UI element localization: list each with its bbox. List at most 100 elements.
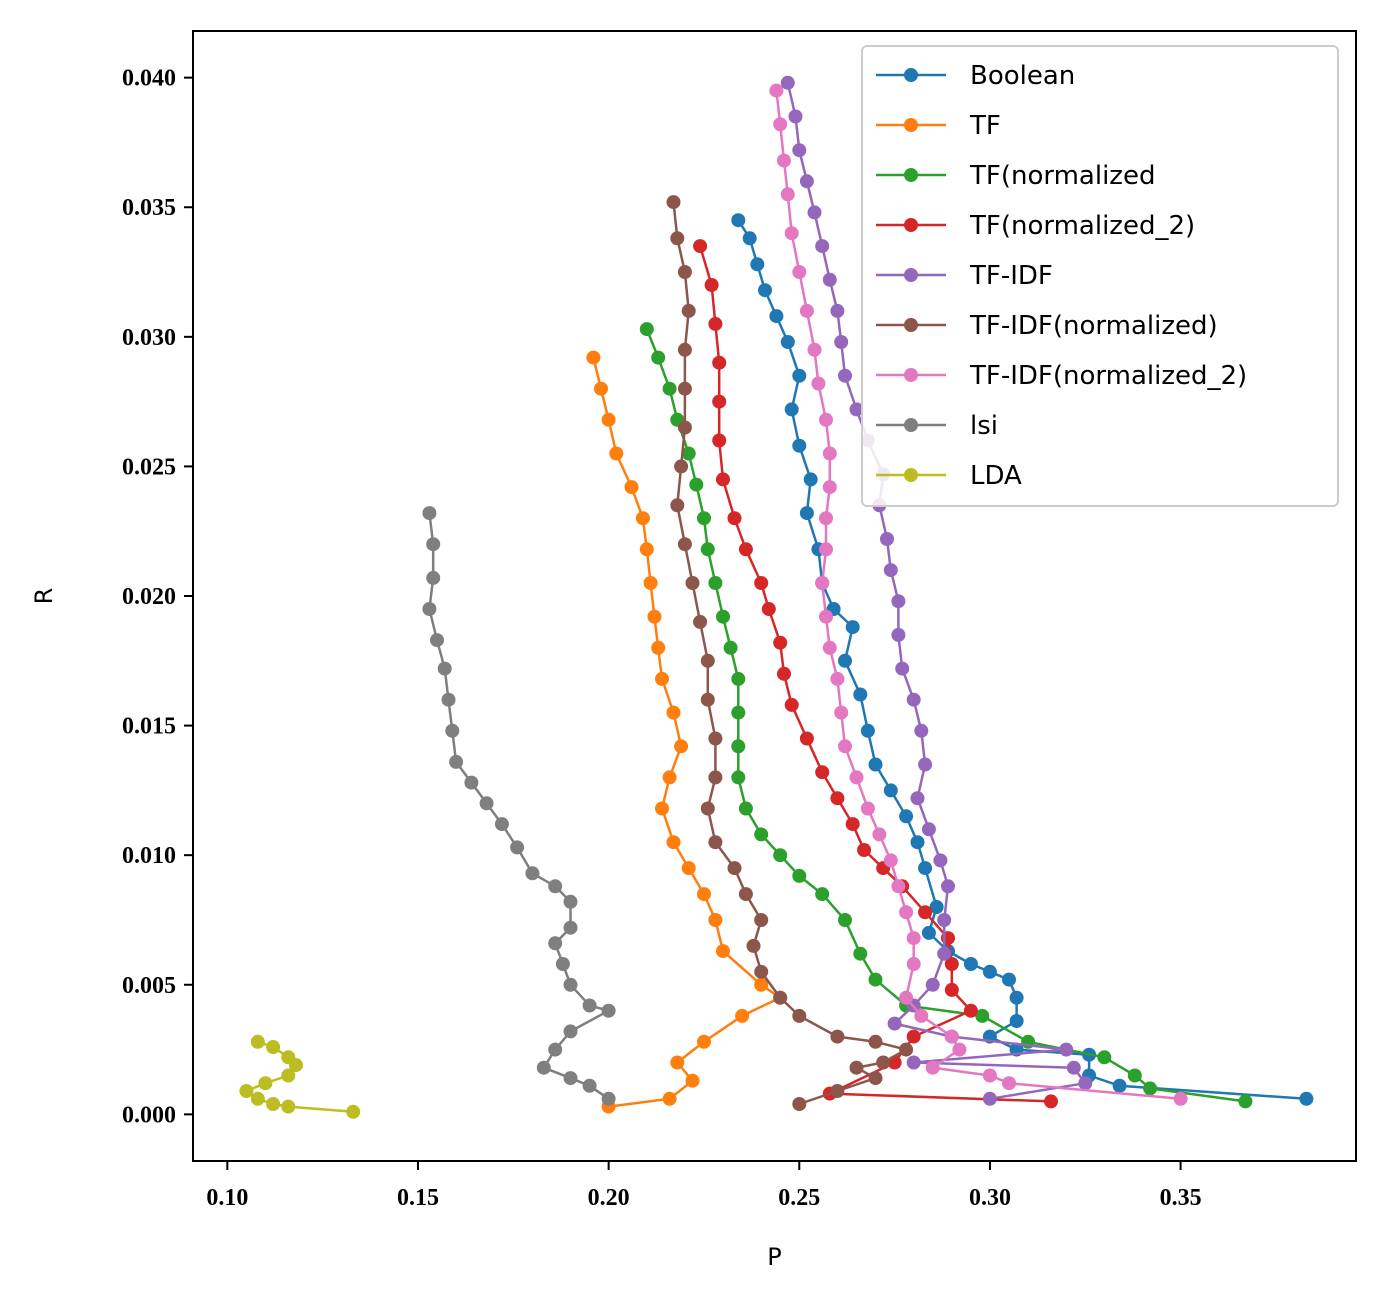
data-point <box>422 602 437 616</box>
data-point <box>883 853 898 868</box>
data-point <box>1238 1094 1253 1109</box>
series-tf-normalized-2 <box>693 239 1058 1109</box>
data-point <box>754 964 769 979</box>
data-point <box>872 827 887 842</box>
data-point <box>639 542 654 557</box>
legend-swatch-marker <box>904 418 918 432</box>
data-point <box>799 174 814 189</box>
y-tick-label: 0.040 <box>122 66 176 92</box>
legend-item: TF-IDF(normalized) <box>876 311 1218 341</box>
data-point <box>845 620 860 635</box>
data-point <box>792 438 807 453</box>
data-point <box>906 931 921 946</box>
data-point <box>769 83 784 98</box>
data-point <box>1112 1078 1127 1093</box>
data-point <box>731 671 746 686</box>
x-tick-label: 0.35 <box>1160 1185 1202 1211</box>
series-tf-idf-normalized-2 <box>769 83 1188 1106</box>
legend-swatch-marker <box>904 318 918 332</box>
data-point <box>716 472 730 487</box>
data-point <box>784 402 799 417</box>
legend-swatch-marker <box>904 118 918 132</box>
data-point <box>697 1034 711 1049</box>
data-point <box>441 692 456 707</box>
data-point <box>712 433 727 448</box>
data-point <box>784 226 799 241</box>
data-point <box>281 1068 296 1083</box>
data-point <box>750 257 765 272</box>
y-tick-label: 0.005 <box>122 973 176 999</box>
data-point <box>792 1097 807 1111</box>
data-point <box>426 537 441 552</box>
data-point <box>670 498 685 513</box>
data-point <box>662 381 677 396</box>
data-point <box>899 905 914 920</box>
data-point <box>289 1058 303 1073</box>
data-point <box>830 1029 845 1044</box>
data-point <box>925 1060 940 1075</box>
data-point <box>677 342 692 357</box>
data-point <box>883 783 898 798</box>
data-point <box>777 666 791 681</box>
data-point <box>555 957 570 971</box>
data-point <box>819 609 833 624</box>
data-point <box>769 309 784 324</box>
legend-label: TF-IDF <box>969 261 1053 291</box>
data-point <box>822 640 837 655</box>
data-point <box>773 990 788 1005</box>
data-point <box>792 265 807 279</box>
data-point <box>731 770 746 785</box>
data-point <box>727 861 742 876</box>
data-point <box>1002 1076 1016 1091</box>
data-point <box>891 627 906 642</box>
data-point <box>868 972 883 987</box>
data-point <box>548 936 563 951</box>
data-point <box>655 671 669 686</box>
legend-label: TF(normalized_2) <box>969 211 1195 241</box>
data-point <box>708 913 723 927</box>
data-point <box>963 1003 978 1018</box>
data-point <box>601 412 616 427</box>
data-point <box>563 894 578 909</box>
data-point <box>746 938 761 953</box>
data-point <box>815 576 830 590</box>
data-point <box>963 957 978 971</box>
x-tick-label: 0.15 <box>397 1185 439 1211</box>
data-point <box>662 1091 677 1106</box>
data-point <box>868 1071 883 1086</box>
data-point <box>738 887 753 902</box>
data-point <box>681 303 696 318</box>
data-point <box>666 835 681 850</box>
data-point <box>422 506 437 521</box>
data-point <box>944 982 959 997</box>
data-point <box>723 640 738 655</box>
data-point <box>681 446 696 461</box>
data-point <box>838 913 852 927</box>
x-axis-label: P <box>767 1243 781 1271</box>
data-point <box>819 412 833 427</box>
data-point <box>906 1029 921 1044</box>
data-point <box>899 809 914 824</box>
data-point <box>708 576 723 590</box>
data-point <box>651 350 666 365</box>
data-point <box>655 801 669 816</box>
data-point <box>754 576 769 590</box>
data-point <box>437 661 452 676</box>
legend-swatch-marker <box>904 468 918 482</box>
legend: Boolean TF TF(normalized TF(normalized_2) TF… <box>861 45 1339 507</box>
data-point <box>1173 1091 1188 1106</box>
data-point <box>944 957 959 971</box>
legend-item: TF(normalized <box>876 161 1155 191</box>
data-point <box>921 925 936 940</box>
data-point <box>918 757 933 772</box>
series-tf-idf-normalized <box>666 195 914 1111</box>
data-point <box>918 861 933 876</box>
data-point <box>784 697 799 712</box>
data-point <box>937 913 952 927</box>
data-point <box>807 205 822 220</box>
data-point <box>1059 1042 1074 1057</box>
data-point <box>952 1042 967 1057</box>
data-point <box>1066 1060 1081 1075</box>
data-point <box>849 770 864 785</box>
data-point <box>758 283 772 298</box>
